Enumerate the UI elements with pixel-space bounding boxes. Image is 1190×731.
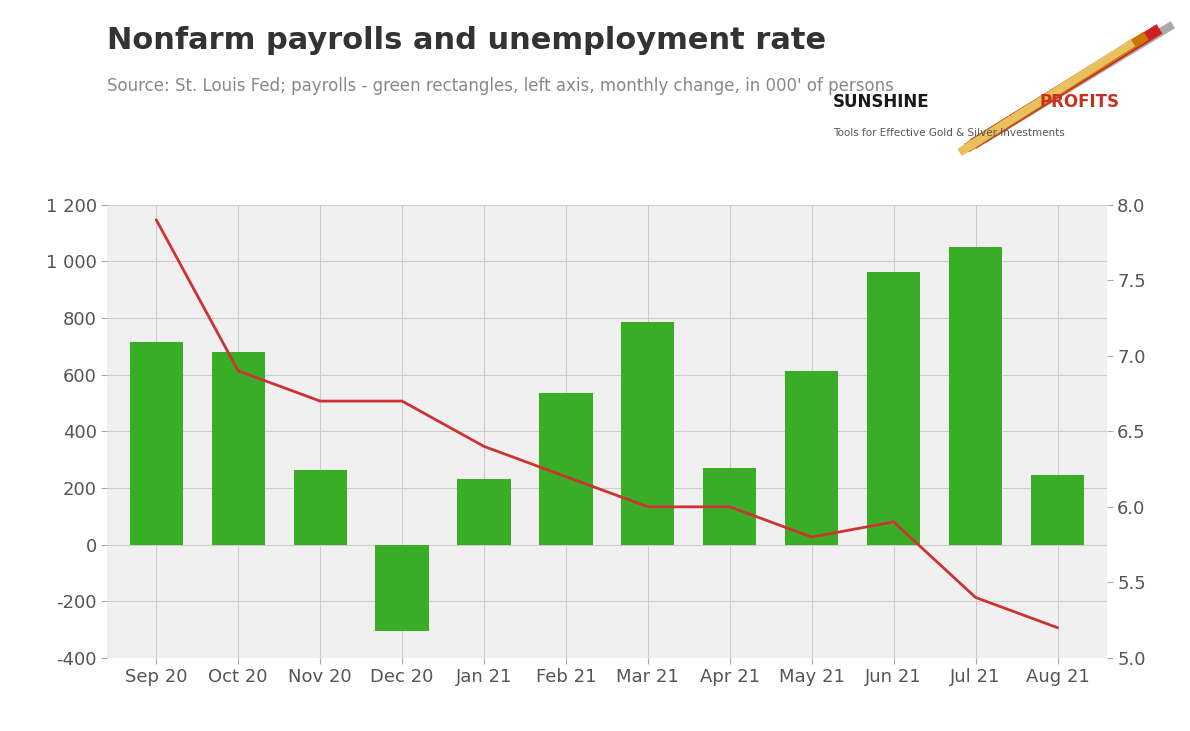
Bar — [457, 479, 511, 545]
Text: Source: St. Louis Fed; payrolls - green rectangles, left axis, monthly change, i: Source: St. Louis Fed; payrolls - green … — [107, 77, 894, 95]
Bar — [1031, 475, 1084, 545]
Bar — [868, 272, 920, 545]
Bar — [130, 342, 183, 545]
Bar — [375, 545, 428, 632]
Bar — [785, 371, 839, 545]
Text: SUNSHINE: SUNSHINE — [833, 94, 929, 112]
Bar — [948, 247, 1002, 545]
Bar — [212, 352, 265, 545]
Text: Tools for Effective Gold & Silver Investments: Tools for Effective Gold & Silver Invest… — [833, 128, 1065, 138]
Bar — [703, 469, 757, 545]
Bar — [621, 322, 675, 545]
Text: PROFITS: PROFITS — [1040, 94, 1120, 112]
Text: Nonfarm payrolls and unemployment rate: Nonfarm payrolls and unemployment rate — [107, 26, 826, 55]
Bar — [539, 393, 593, 545]
Bar — [294, 470, 346, 545]
